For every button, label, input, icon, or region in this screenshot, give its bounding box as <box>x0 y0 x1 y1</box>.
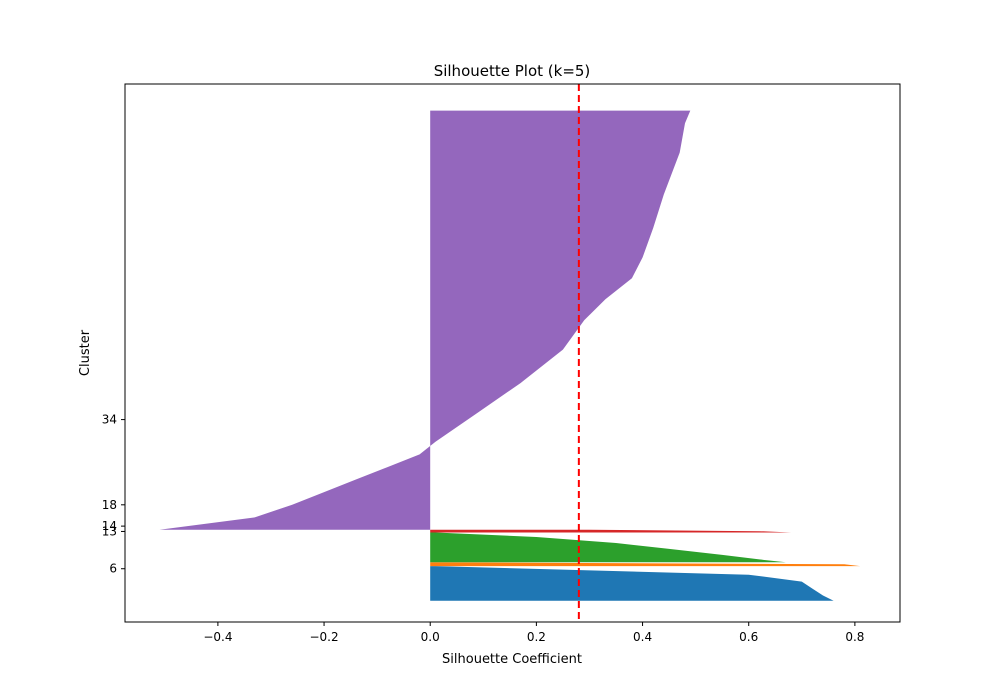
x-tick-label: 0.0 <box>421 630 440 644</box>
cluster-silhouette-3 <box>430 532 786 563</box>
y-tick-label: 6 <box>109 562 117 576</box>
y-tick-label: 34 <box>102 413 117 427</box>
cluster-silhouette-1 <box>430 566 834 601</box>
x-axis-label: Silhouette Coefficient <box>442 652 582 667</box>
cluster-silhouette-4 <box>430 529 792 533</box>
x-axis: −0.4 −0.2 0.0 0.2 0.4 0.6 0.8 <box>203 622 864 644</box>
cluster-silhouette-5 <box>159 110 691 530</box>
plot-area <box>159 110 861 601</box>
cluster-silhouette-2 <box>430 562 861 567</box>
x-tick-label: 0.8 <box>845 630 864 644</box>
x-tick-label: 0.4 <box>633 630 652 644</box>
y-tick-label: 14 <box>102 519 117 533</box>
x-tick-label: −0.2 <box>309 630 338 644</box>
x-tick-label: −0.4 <box>203 630 232 644</box>
plot-frame <box>124 83 901 623</box>
y-tick-label: 18 <box>102 498 117 512</box>
x-tick-label: 0.2 <box>527 630 546 644</box>
y-tick-label: 13 <box>102 524 117 538</box>
x-tick-label: 0.6 <box>739 630 758 644</box>
chart-title: Silhouette Plot (k=5) <box>434 62 591 80</box>
y-axis-label: Cluster <box>78 329 93 376</box>
